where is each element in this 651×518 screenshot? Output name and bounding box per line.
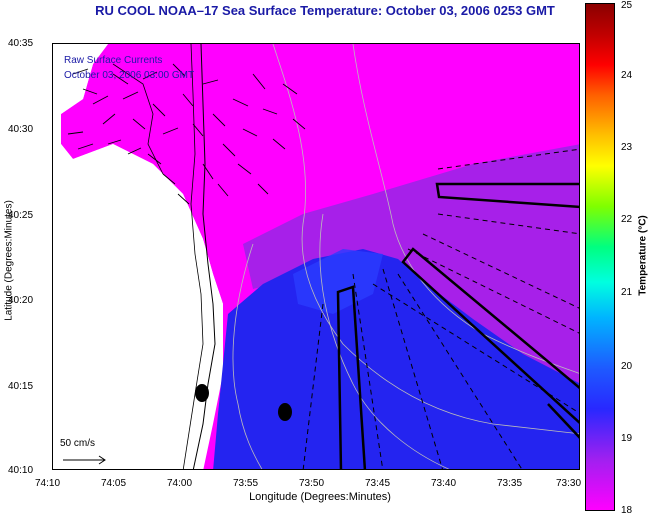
y-tick: 40:35 xyxy=(8,38,34,49)
colorbar-tick: 18 xyxy=(621,505,633,516)
currents-legend-time: October 03, 2006 03:00 GMT xyxy=(64,70,195,81)
x-tick: 73:35 xyxy=(497,478,523,489)
colorbar-tick: 21 xyxy=(621,287,633,298)
scale-label: 50 cm/s xyxy=(60,438,96,449)
x-tick: 73:50 xyxy=(299,478,325,489)
station-marker xyxy=(278,403,292,421)
scale-vector-head xyxy=(98,455,106,465)
x-tick: 73:55 xyxy=(233,478,259,489)
colorbar-tick: 20 xyxy=(621,361,633,372)
transect-lines xyxy=(302,148,579,469)
x-axis-label: Longitude (Degrees:Minutes) xyxy=(249,491,391,503)
coastline xyxy=(182,44,204,469)
land-region xyxy=(53,44,223,469)
y-tick: 40:10 xyxy=(8,465,34,476)
x-tick: 73:45 xyxy=(365,478,391,489)
current-vectors xyxy=(67,63,306,205)
y-tick: 40:25 xyxy=(8,210,34,221)
x-tick: 74:00 xyxy=(167,478,193,489)
colorbar-tick: 19 xyxy=(621,433,633,444)
y-tick: 40:15 xyxy=(8,381,34,392)
x-tick: 74:05 xyxy=(101,478,127,489)
sst-map xyxy=(52,43,580,470)
station-marker xyxy=(195,384,209,402)
sst-map-canvas xyxy=(53,44,579,469)
map-title: RU COOL NOAA–17 Sea Surface Temperature:… xyxy=(95,3,555,18)
currents-legend-title: Raw Surface Currents xyxy=(64,55,163,66)
x-tick: 74:10 xyxy=(35,478,61,489)
y-tick: 40:30 xyxy=(8,124,34,135)
bathymetry-contour xyxy=(272,44,579,435)
coastline xyxy=(192,44,216,469)
colorbar-label: Temperature (°C) xyxy=(637,215,649,296)
temperature-colorbar xyxy=(585,3,615,511)
bathymetry-contour xyxy=(352,44,579,374)
bathymetry-contour xyxy=(319,213,450,469)
colorbar-tick: 24 xyxy=(621,70,633,81)
y-axis-label: Latitude (Degrees:Minutes) xyxy=(3,200,15,321)
coastline xyxy=(112,63,164,175)
colorbar-tick: 23 xyxy=(621,142,633,153)
colorbar-tick: 22 xyxy=(621,214,633,225)
bathymetry-contour xyxy=(232,243,263,469)
x-tick: 73:30 xyxy=(556,478,582,489)
y-tick: 40:20 xyxy=(8,295,34,306)
transect-boxes xyxy=(336,182,579,469)
colorbar-tick: 25 xyxy=(621,0,633,11)
x-tick: 73:40 xyxy=(431,478,457,489)
